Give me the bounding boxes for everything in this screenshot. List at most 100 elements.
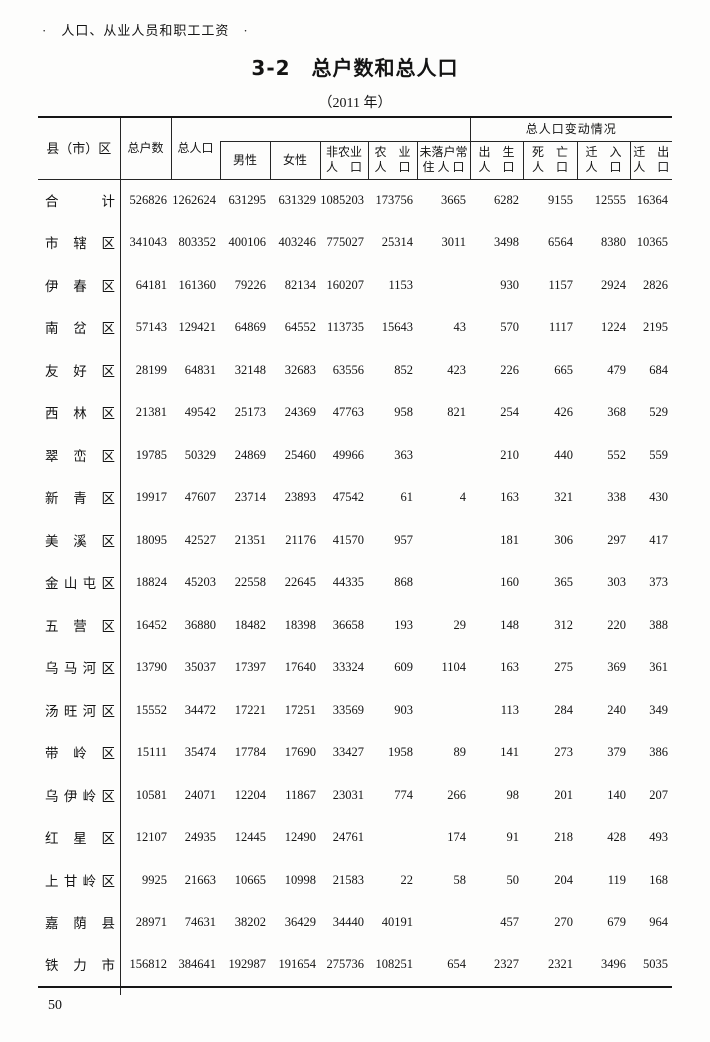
header-male: 男性 — [219, 140, 270, 180]
value-cell: 8380 — [601, 235, 627, 250]
value-cell: 21176 — [285, 532, 316, 547]
value-cell: 49966 — [332, 447, 364, 462]
region-label: 西林区 — [45, 406, 115, 422]
value-cell: 40191 — [381, 915, 413, 930]
value-cell: 25460 — [284, 447, 316, 462]
region-name: 友好区 — [38, 349, 121, 392]
value-cell: 1104 — [441, 660, 467, 675]
value-cell: 35474 — [184, 745, 216, 760]
value-cell: 2924 — [601, 277, 627, 292]
table-row: 五营区 16452 36880 18482 18398 36658 193 29 148 312 2… — [38, 604, 672, 647]
value-cell: 386 — [649, 745, 669, 760]
value-cell: 1224 — [601, 320, 627, 335]
region-name: 带岭区 — [38, 731, 121, 774]
header-births: 出 生 人 口 — [469, 141, 524, 180]
value-cell: 24369 — [284, 405, 316, 420]
value-cell: 163 — [500, 490, 520, 505]
value-cell: 220 — [607, 617, 627, 632]
value-cell: 28971 — [135, 915, 167, 930]
value-cell: 168 — [649, 872, 669, 887]
value-cell: 9155 — [548, 193, 574, 207]
value-cell: 64831 — [184, 362, 216, 377]
value-cell: 10665 — [234, 872, 266, 887]
value-cell: 210 — [500, 447, 520, 462]
value-cell: 17221 — [234, 702, 266, 717]
value-cell: 303 — [607, 575, 627, 590]
value-cell: 49542 — [184, 405, 216, 420]
value-cell: 373 — [649, 575, 669, 590]
value-cell: 388 — [649, 617, 669, 632]
region-name: 美溪区 — [38, 519, 121, 562]
value-cell: 275 — [554, 660, 574, 675]
table-row: 汤旺河区 15552 34472 17221 17251 33569 903 113 284 24… — [38, 689, 672, 732]
value-cell: 38202 — [234, 915, 266, 930]
value-cell: 321 — [554, 490, 574, 505]
value-cell: 22645 — [284, 575, 316, 590]
region-name: 乌伊岭区 — [38, 774, 121, 817]
value-cell: 774 — [394, 787, 413, 802]
region-label: 金山屯区 — [45, 576, 115, 592]
value-cell: 384641 — [178, 957, 217, 972]
value-cell: 400106 — [228, 235, 267, 250]
value-cell: 218 — [554, 830, 574, 845]
value-cell: 201 — [554, 787, 574, 802]
value-cell — [417, 902, 470, 945]
table-row: 乌马河区 13790 35037 17397 17640 33324 609 1104 163 2… — [38, 646, 672, 689]
value-cell: 19785 — [135, 447, 167, 462]
value-cell: 192987 — [228, 957, 267, 972]
header-total-population: 总人口 — [171, 117, 220, 180]
value-cell: 9925 — [142, 872, 167, 887]
value-cell: 312 — [554, 617, 574, 632]
value-cell: 50329 — [184, 447, 216, 462]
value-cell: 3665 — [441, 193, 467, 207]
value-cell: 18095 — [135, 532, 167, 547]
value-cell: 140 — [607, 787, 627, 802]
value-cell: 113735 — [326, 320, 364, 335]
header-move-out: 迁 出 人 口 — [629, 141, 673, 180]
value-cell: 119 — [607, 872, 627, 887]
value-cell: 1085203 — [320, 193, 364, 207]
value-cell: 45203 — [184, 575, 216, 590]
value-cell — [417, 519, 470, 562]
value-cell: 440 — [554, 447, 574, 462]
value-cell: 2321 — [548, 957, 574, 972]
value-cell: 426 — [554, 405, 574, 420]
value-cell: 25314 — [381, 235, 413, 250]
value-cell: 3496 — [601, 957, 627, 972]
value-cell: 23031 — [332, 787, 364, 802]
value-cell: 12490 — [284, 830, 316, 845]
region-name: 南岔区 — [38, 306, 121, 349]
value-cell: 24071 — [184, 787, 216, 802]
header-female: 女性 — [269, 140, 320, 180]
value-cell: 559 — [649, 447, 669, 462]
value-cell: 13790 — [135, 660, 167, 675]
table-row: 西林区 21381 49542 25173 24369 47763 958 821 254 426… — [38, 391, 672, 434]
value-cell: 361 — [649, 660, 669, 675]
value-cell: 173756 — [375, 193, 414, 207]
value-cell: 338 — [607, 490, 627, 505]
value-cell: 64869 — [234, 320, 266, 335]
page-title: 3-2 总户数和总人口 — [251, 56, 459, 80]
region-label: 美溪区 — [45, 533, 115, 549]
value-cell: 15643 — [381, 320, 413, 335]
value-cell: 18482 — [234, 617, 266, 632]
header-change-group: 总人口变动情况 — [469, 117, 673, 142]
value-cell: 3498 — [494, 235, 520, 250]
value-cell: 47763 — [332, 405, 364, 420]
value-cell: 35037 — [184, 660, 216, 675]
value-cell: 12204 — [234, 787, 266, 802]
value-cell: 821 — [447, 405, 467, 420]
region-label: 友好区 — [45, 363, 115, 379]
value-cell: 17784 — [234, 745, 266, 760]
table-row: 金山屯区 18824 45203 22558 22645 44335 868 160 365 30… — [38, 561, 672, 604]
region-name: 汤旺河区 — [38, 689, 121, 732]
value-cell: 19917 — [135, 490, 167, 505]
value-cell: 28199 — [135, 362, 167, 377]
value-cell: 631295 — [228, 193, 267, 207]
region-label: 市辖区 — [45, 236, 115, 252]
value-cell: 369 — [607, 660, 627, 675]
value-cell: 1958 — [388, 745, 413, 760]
table-row: 市辖区 341043 803352 400106 403246 775027 25314 30… — [38, 221, 672, 264]
header-non-agricultural: 非农业 人 口 — [319, 140, 368, 180]
value-cell: 775027 — [326, 235, 365, 250]
